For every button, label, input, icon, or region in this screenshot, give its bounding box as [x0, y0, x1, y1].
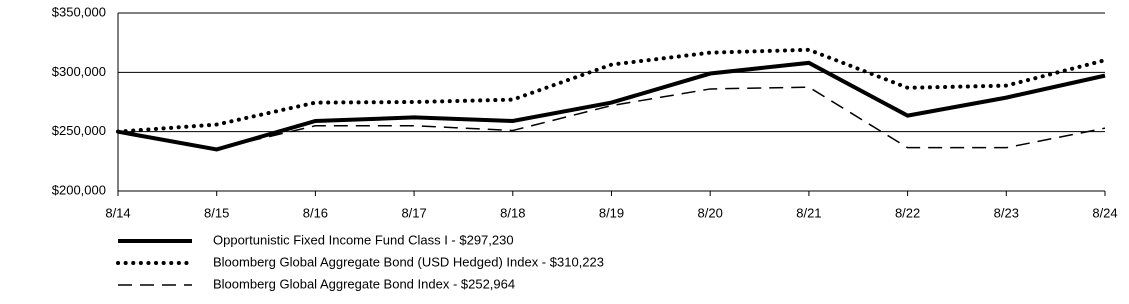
legend-label: Bloomberg Global Aggregate Bond Index - … — [213, 276, 515, 291]
series-line — [117, 60, 1106, 152]
x-tick-label: 8/22 — [895, 205, 920, 220]
series-line — [117, 86, 1106, 150]
y-tick-label: $300,000 — [52, 64, 106, 79]
x-tick-label: 8/15 — [204, 205, 229, 220]
y-tick-label: $350,000 — [52, 4, 106, 19]
x-tick-label: 8/24 — [1092, 205, 1117, 220]
x-tick-label: 8/14 — [105, 205, 130, 220]
x-tick-label: 8/19 — [599, 205, 624, 220]
x-tick-label: 8/21 — [796, 205, 821, 220]
legend-label: Opportunistic Fixed Income Fund Class I … — [213, 232, 514, 247]
legend-label: Bloomberg Global Aggregate Bond (USD Hed… — [213, 254, 604, 269]
x-tick-label: 8/16 — [303, 205, 328, 220]
y-tick-label: $200,000 — [52, 182, 106, 197]
x-tick-label: 8/20 — [698, 205, 723, 220]
x-tick-label: 8/17 — [401, 205, 426, 220]
x-tick-label: 8/23 — [994, 205, 1019, 220]
x-tick-label: 8/18 — [500, 205, 525, 220]
series-line — [116, 47, 1107, 134]
y-tick-label: $250,000 — [52, 123, 106, 138]
